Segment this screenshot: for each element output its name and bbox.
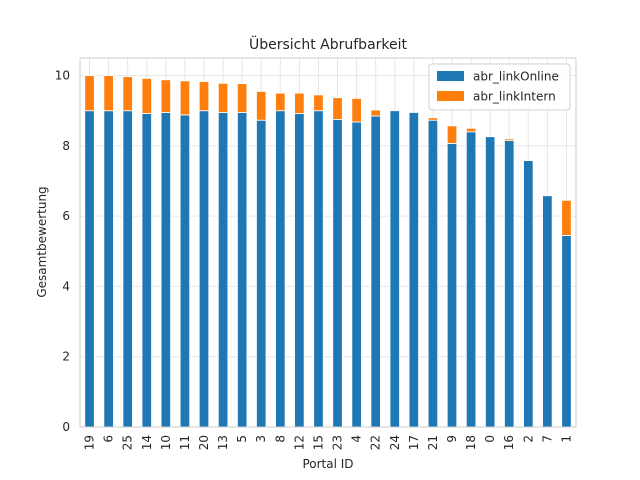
bar-abr_linkOnline-4	[351, 121, 362, 428]
x-tick-label: 2	[521, 435, 535, 443]
x-tick-label: 14	[140, 435, 154, 450]
bar-abr_linkIntern-13	[217, 82, 229, 113]
bar-abr_linkOnline-12	[294, 113, 305, 428]
bar-abr_linkIntern-21	[427, 117, 439, 121]
x-tick-label: 18	[464, 435, 478, 450]
bar-abr_linkIntern-12	[294, 92, 305, 114]
y-tick-label: 2	[62, 350, 70, 364]
bars	[84, 75, 572, 428]
y-tick-label: 10	[55, 69, 70, 83]
bar-abr_linkOnline-5	[236, 112, 248, 428]
x-tick-label: 15	[311, 435, 325, 450]
x-tick-label: 17	[407, 435, 421, 450]
bar-abr_linkOnline-8	[275, 110, 286, 428]
bar-abr_linkIntern-6	[103, 75, 114, 112]
legend-box	[428, 63, 571, 111]
x-tick-label: 0	[483, 435, 497, 443]
x-tick-label: 19	[83, 435, 97, 450]
x-tick-label: 5	[235, 435, 249, 443]
y-tick-label: 8	[62, 139, 70, 153]
legend-label-abr_linkOnline: abr_linkOnline	[473, 70, 559, 84]
legend-label-abr_linkIntern: abr_linkIntern	[473, 90, 556, 104]
bar-abr_linkOnline-7	[542, 195, 553, 428]
bar-abr_linkOnline-14	[141, 113, 152, 428]
y-tick-labels: 0 2 4 6 8 10	[55, 69, 70, 434]
bar-abr_linkIntern-8	[275, 92, 286, 112]
bar-abr_linkOnline-2	[523, 160, 534, 428]
bar-abr_linkOnline-24	[389, 110, 400, 428]
x-tick-label: 16	[502, 435, 516, 450]
y-tick-label: 6	[62, 209, 70, 223]
bar-abr_linkOnline-16	[504, 140, 515, 428]
bar-abr_linkOnline-19	[84, 110, 95, 428]
legend: abr_linkOnline abr_linkIntern	[428, 63, 571, 111]
x-tick-label: 21	[426, 435, 440, 450]
bar-abr_linkIntern-20	[198, 81, 210, 112]
x-tick-label: 9	[445, 435, 459, 443]
x-axis-title: Portal ID	[302, 457, 353, 471]
grid	[80, 58, 576, 428]
bar-abr_linkIntern-22	[370, 109, 381, 117]
x-tick-label: 8	[273, 435, 287, 443]
bar-abr_linkIntern-19	[84, 75, 95, 112]
bar-abr_linkOnline-17	[408, 112, 420, 428]
bar-abr_linkIntern-1	[561, 199, 572, 236]
bar-abr_linkOnline-20	[198, 110, 210, 428]
bar-abr_linkOnline-15	[313, 110, 324, 428]
bar-abr_linkIntern-9	[446, 125, 458, 144]
bar-abr_linkIntern-16	[504, 138, 515, 141]
x-tick-label: 6	[102, 435, 116, 443]
x-tick-labels: 19 6 25 14 10 11 20 13 5 3 8 12 15 23 4 22 24 17 21 9 18 0 16 2…	[83, 435, 574, 450]
bar-abr_linkOnline-22	[370, 115, 381, 428]
bar-abr_linkOnline-21	[427, 119, 439, 428]
x-tick-label: 24	[388, 435, 402, 450]
bar-abr_linkIntern-11	[179, 80, 191, 116]
bar-abr_linkIntern-10	[160, 79, 172, 113]
bar-abr_linkIntern-25	[122, 76, 133, 112]
x-tick-label: 4	[350, 435, 364, 443]
bar-abr_linkIntern-18	[465, 127, 477, 133]
x-tick-label: 7	[540, 435, 554, 443]
y-axis-title: Gesamtbewertung	[35, 186, 49, 297]
bar-abr_linkIntern-14	[141, 77, 152, 114]
x-tick-label: 20	[197, 435, 211, 450]
bar-abr_linkIntern-23	[332, 97, 343, 120]
bar-abr_linkIntern-4	[351, 98, 362, 123]
bar-abr_linkOnline-25	[122, 110, 133, 428]
y-tick-label: 0	[62, 420, 70, 434]
bar-abr_linkIntern-3	[256, 90, 267, 121]
bar-abr_linkOnline-11	[179, 114, 191, 428]
bar-abr_linkIntern-15	[313, 94, 324, 112]
bar-abr_linkOnline-6	[103, 110, 114, 428]
x-tick-label: 13	[216, 435, 230, 450]
bar-abr_linkOnline-1	[561, 235, 572, 428]
legend-swatch-abr_linkOnline	[437, 71, 464, 81]
plot-frame	[79, 57, 577, 428]
x-tick-label: 1	[559, 435, 573, 443]
bar-abr_linkOnline-0	[484, 136, 496, 428]
chart-title: Übersicht Abrufbarkeit	[249, 35, 408, 53]
x-tick-label: 23	[331, 435, 345, 450]
x-tick-label: 10	[159, 435, 173, 450]
bar-abr_linkIntern-5	[236, 83, 248, 113]
bar-abr_linkOnline-3	[256, 119, 267, 428]
legend-swatch-abr_linkIntern	[437, 91, 464, 101]
x-tick-label: 12	[292, 435, 306, 450]
bar-abr_linkOnline-10	[160, 112, 172, 428]
x-tick-label: 22	[369, 435, 383, 450]
bar-abr_linkOnline-9	[446, 142, 458, 428]
bar-abr_linkOnline-18	[465, 131, 477, 428]
bar-abr_linkOnline-23	[332, 119, 343, 428]
bar-abr_linkOnline-13	[217, 112, 229, 428]
x-tick-label: 25	[121, 435, 135, 450]
x-tick-label: 3	[254, 435, 268, 443]
x-tick-label: 11	[178, 435, 192, 450]
y-tick-label: 4	[62, 279, 70, 293]
